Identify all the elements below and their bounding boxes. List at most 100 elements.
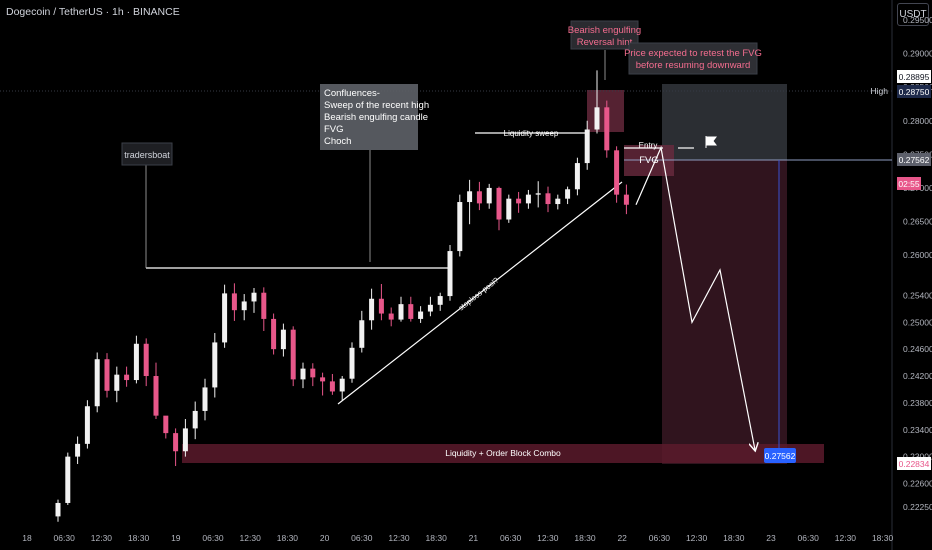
time-tick-label: 12:30 bbox=[91, 533, 113, 543]
entry-top-tag: 0.28895 bbox=[897, 70, 931, 83]
bullish-candle bbox=[486, 187, 492, 204]
time-tick-label: 12:30 bbox=[686, 533, 708, 543]
fvg-label: FVG bbox=[639, 155, 659, 166]
bullish-candle bbox=[594, 107, 600, 130]
confluences-line-2: Sweep of the recent high bbox=[324, 100, 429, 111]
time-tick-label: 18:30 bbox=[426, 533, 448, 543]
bearish-candle bbox=[310, 368, 316, 378]
confluences-line-3: Bearish engulfing candle bbox=[324, 112, 428, 123]
time-tick-label: 18:30 bbox=[128, 533, 150, 543]
time-tick-label: 06:30 bbox=[649, 533, 671, 543]
time-axis[interactable]: 18 06:30 12:30 18:30 19 06:30 12:30 18:30 20 06:3… bbox=[22, 533, 893, 543]
expected-line-2: before resuming downward bbox=[636, 60, 751, 71]
flag-icon[interactable] bbox=[705, 136, 717, 148]
price-tick-label: 0.29000 bbox=[903, 49, 932, 59]
time-tick-label: 18:30 bbox=[277, 533, 299, 543]
bullish-candle bbox=[584, 129, 590, 164]
confluences-line-1: Confluences- bbox=[324, 88, 380, 99]
bearish-candle bbox=[143, 343, 149, 377]
bearish-candle bbox=[290, 329, 296, 380]
bullish-candle bbox=[535, 193, 541, 195]
target-zone bbox=[662, 160, 787, 464]
bearish-candle bbox=[271, 318, 277, 350]
expected-line-1: Price expected to retest the FVG bbox=[624, 48, 762, 59]
time-tick-label: 18:30 bbox=[723, 533, 745, 543]
bearish-engulfing-box: Bearish engulfing Reversal hint bbox=[568, 20, 641, 50]
bullish-candle bbox=[398, 304, 404, 320]
time-tick-label: 18 bbox=[22, 533, 32, 543]
bearish-candle bbox=[378, 298, 384, 314]
confluences-box: Confluences- Sweep of the recent high Be… bbox=[320, 84, 429, 150]
currency-button[interactable]: USDT bbox=[897, 3, 929, 26]
time-tick-label: 18:30 bbox=[574, 533, 596, 543]
bullish-candle bbox=[359, 320, 365, 348]
current-price-tag: 0.27562 bbox=[897, 153, 931, 166]
projected-path bbox=[635, 145, 755, 450]
bullish-candle bbox=[349, 347, 355, 379]
price-tick-label: 0.29500 bbox=[903, 15, 932, 25]
entry-label: Entry bbox=[639, 141, 658, 150]
bearish-candle bbox=[604, 107, 610, 151]
bullish-candle bbox=[65, 456, 71, 503]
price-tick-label: 0.26500 bbox=[903, 217, 932, 227]
liquidity-sweep-label: Liquidity sweep bbox=[504, 129, 559, 138]
bearish-candle bbox=[388, 313, 394, 320]
price-tick-label: 0.28000 bbox=[903, 116, 932, 126]
bullish-candle bbox=[525, 194, 531, 204]
price-tick-label: 0.22250 bbox=[903, 502, 932, 512]
bullish-candle bbox=[84, 406, 90, 444]
bullish-candle bbox=[55, 502, 61, 517]
price-tick-label: 0.25000 bbox=[903, 317, 932, 327]
bullish-candle bbox=[114, 374, 120, 391]
bearish-candle bbox=[408, 304, 414, 319]
expected-retest-box: Price expected to retest the FVG before … bbox=[624, 42, 762, 75]
confluences-line-4: FVG bbox=[324, 124, 344, 135]
tradersboat-text: tradersboat bbox=[124, 150, 170, 160]
bearish-candle bbox=[124, 374, 130, 381]
countdown-text: 02:55 bbox=[898, 179, 920, 189]
target-axis-tag: 0.22834 bbox=[897, 457, 931, 470]
bullish-candle bbox=[427, 304, 433, 312]
tradersboat-label: tradersboat bbox=[121, 142, 173, 166]
bullish-candle bbox=[300, 368, 306, 380]
target-tag-text: 0.27562 bbox=[765, 451, 796, 461]
time-tick-label: 06:30 bbox=[351, 533, 373, 543]
price-tick-label: 0.23400 bbox=[903, 425, 932, 435]
time-tick-label: 06:30 bbox=[500, 533, 522, 543]
order-block-zone bbox=[182, 444, 824, 463]
bullish-candle bbox=[251, 292, 257, 302]
bullish-candle bbox=[447, 251, 453, 297]
bullish-candle bbox=[467, 191, 473, 203]
bullish-candle bbox=[133, 343, 139, 381]
target-axis-text: 0.22834 bbox=[899, 459, 930, 469]
time-tick-label: 22 bbox=[617, 533, 627, 543]
time-tick-label: 20 bbox=[320, 533, 330, 543]
time-tick-label: 12:30 bbox=[240, 533, 262, 543]
bearish-candle bbox=[476, 191, 482, 204]
bearish-candle bbox=[545, 193, 551, 205]
order-block-label: Liquidity + Order Block Combo bbox=[445, 448, 561, 458]
time-tick-label: 21 bbox=[469, 533, 479, 543]
bearish-candle bbox=[104, 359, 110, 391]
bearish-candle bbox=[329, 381, 335, 392]
time-tick-label: 23 bbox=[766, 533, 776, 543]
bearish-candle bbox=[320, 377, 326, 382]
countdown-tag: 02:55 bbox=[897, 177, 921, 190]
bullish-candle bbox=[222, 293, 228, 343]
bearish-line-1: Bearish engulfing bbox=[568, 25, 641, 36]
bearish-candle bbox=[516, 198, 522, 204]
target-price-tag: 0.27562 bbox=[764, 448, 796, 463]
bullish-candle bbox=[574, 163, 580, 190]
high-tag: High 0.28750 bbox=[871, 85, 931, 98]
bullish-candle bbox=[280, 329, 286, 350]
bearish-candle bbox=[231, 293, 237, 311]
bullish-candle bbox=[192, 410, 198, 429]
stop-zone bbox=[662, 84, 787, 160]
bullish-candle bbox=[437, 296, 443, 305]
price-tick-label: 0.23800 bbox=[903, 398, 932, 408]
time-tick-label: 12:30 bbox=[537, 533, 559, 543]
high-tag-text: 0.28750 bbox=[899, 87, 930, 97]
bullish-candle bbox=[202, 387, 208, 411]
